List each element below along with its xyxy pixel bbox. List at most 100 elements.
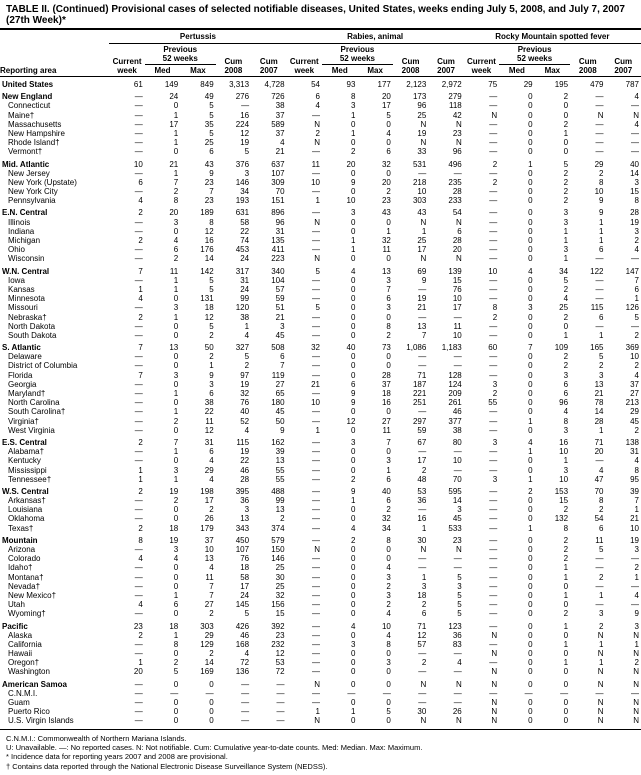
data-cell: 13 xyxy=(145,340,180,352)
data-cell: 83 xyxy=(428,640,463,649)
data-cell: 17 xyxy=(145,120,180,129)
data-cell: — xyxy=(287,313,322,322)
data-cell: 0 xyxy=(357,254,392,263)
data-cell: — xyxy=(109,101,144,110)
data-cell: 2 xyxy=(606,331,641,340)
data-cell: 6 xyxy=(180,147,215,156)
area-cell: South Dakota xyxy=(0,331,109,340)
data-cell: 8 xyxy=(570,496,605,505)
hdr-max: Max xyxy=(180,65,215,77)
data-cell: 14 xyxy=(570,407,605,416)
data-cell: 18 xyxy=(216,563,251,572)
area-cell: Guam xyxy=(0,698,109,707)
data-cell: 2 xyxy=(145,417,180,426)
data-cell: 136 xyxy=(216,667,251,676)
data-cell: 0 xyxy=(499,138,534,147)
data-cell: 26 xyxy=(428,707,463,716)
footnotes: C.N.M.I.: Commonwealth of Northern Maria… xyxy=(0,729,641,775)
data-cell: N xyxy=(393,138,428,147)
data-cell: 19 xyxy=(145,533,180,545)
data-cell: 10 xyxy=(393,187,428,196)
data-cell: 32 xyxy=(357,514,392,523)
data-cell: 2 xyxy=(464,313,499,322)
data-cell: 2 xyxy=(535,554,570,563)
data-cell: 6 xyxy=(145,245,180,254)
data-cell: 0 xyxy=(357,169,392,178)
data-cell: 637 xyxy=(251,157,286,169)
data-cell: 1 xyxy=(535,573,570,582)
data-cell: 187 xyxy=(393,380,428,389)
area-cell: New Jersey xyxy=(0,169,109,178)
data-cell: 96 xyxy=(393,101,428,110)
data-cell: 27 xyxy=(180,600,215,609)
data-cell: 0 xyxy=(499,322,534,331)
data-cell: — xyxy=(251,677,286,689)
area-cell: North Dakota xyxy=(0,322,109,331)
data-cell: — xyxy=(570,285,605,294)
data-cell: 2 xyxy=(535,178,570,187)
data-cell: 3 xyxy=(322,640,357,649)
data-cell: 55 xyxy=(251,475,286,484)
data-cell: 9 xyxy=(180,371,215,380)
data-cell: 53 xyxy=(251,658,286,667)
data-cell: 146 xyxy=(251,554,286,563)
data-cell: 0 xyxy=(499,285,534,294)
data-cell: 165 xyxy=(570,340,605,352)
data-cell: — xyxy=(393,447,428,456)
data-cell: 1 xyxy=(606,640,641,649)
data-cell: 1 xyxy=(145,447,180,456)
data-cell: 25 xyxy=(393,111,428,120)
data-cell: — xyxy=(109,331,144,340)
data-cell: 1 xyxy=(145,631,180,640)
data-cell: 1 xyxy=(322,111,357,120)
data-cell: 0 xyxy=(357,545,392,554)
data-cell: 0 xyxy=(499,658,534,667)
data-cell: 13 xyxy=(251,456,286,465)
data-cell: 19 xyxy=(216,380,251,389)
data-cell: 146 xyxy=(216,178,251,187)
data-cell: — xyxy=(570,89,605,101)
data-cell: — xyxy=(606,582,641,591)
table-row: Guam—00———00——N00NN xyxy=(0,698,641,707)
data-cell: 10 xyxy=(428,456,463,465)
data-cell: 4 xyxy=(357,631,392,640)
data-cell: 0 xyxy=(145,649,180,658)
data-cell: 2 xyxy=(180,352,215,361)
table-row: Indiana—0122231—0116—0113 xyxy=(0,227,641,236)
data-cell: — xyxy=(251,689,286,698)
data-cell: 0 xyxy=(145,380,180,389)
data-cell: 40 xyxy=(216,407,251,416)
data-cell: — xyxy=(393,698,428,707)
table-row: New Hampshire—1512372141923—01—— xyxy=(0,129,641,138)
data-cell: 132 xyxy=(535,514,570,523)
table-row: Delaware—0256—00———02510 xyxy=(0,352,641,361)
data-cell: — xyxy=(287,447,322,456)
data-cell: 0 xyxy=(499,640,534,649)
data-cell: N xyxy=(428,545,463,554)
data-cell: 2 xyxy=(535,187,570,196)
data-cell: 9 xyxy=(322,178,357,187)
data-cell: 5 xyxy=(287,264,322,276)
data-cell: — xyxy=(251,698,286,707)
data-cell: 2 xyxy=(393,658,428,667)
table-row: Idaho†—041825—04———01—2 xyxy=(0,563,641,572)
table-row: New Jersey—193107—00———02214 xyxy=(0,169,641,178)
data-cell: 4 xyxy=(357,609,392,618)
data-cell: — xyxy=(464,496,499,505)
data-cell: 0 xyxy=(499,545,534,554)
data-cell: — xyxy=(464,563,499,572)
data-cell: 1 xyxy=(109,658,144,667)
data-cell: — xyxy=(570,322,605,331)
data-cell: 9 xyxy=(180,169,215,178)
area-cell: Maryland† xyxy=(0,389,109,398)
data-cell: 2 xyxy=(606,426,641,435)
data-cell: 6 xyxy=(535,380,570,389)
data-cell: — xyxy=(287,514,322,523)
data-cell: 0 xyxy=(357,120,392,129)
data-cell: 1 xyxy=(570,227,605,236)
data-cell: 0 xyxy=(535,698,570,707)
data-cell: 0 xyxy=(145,101,180,110)
data-cell: 1 xyxy=(145,389,180,398)
data-cell: — xyxy=(428,554,463,563)
data-cell: 65 xyxy=(251,389,286,398)
